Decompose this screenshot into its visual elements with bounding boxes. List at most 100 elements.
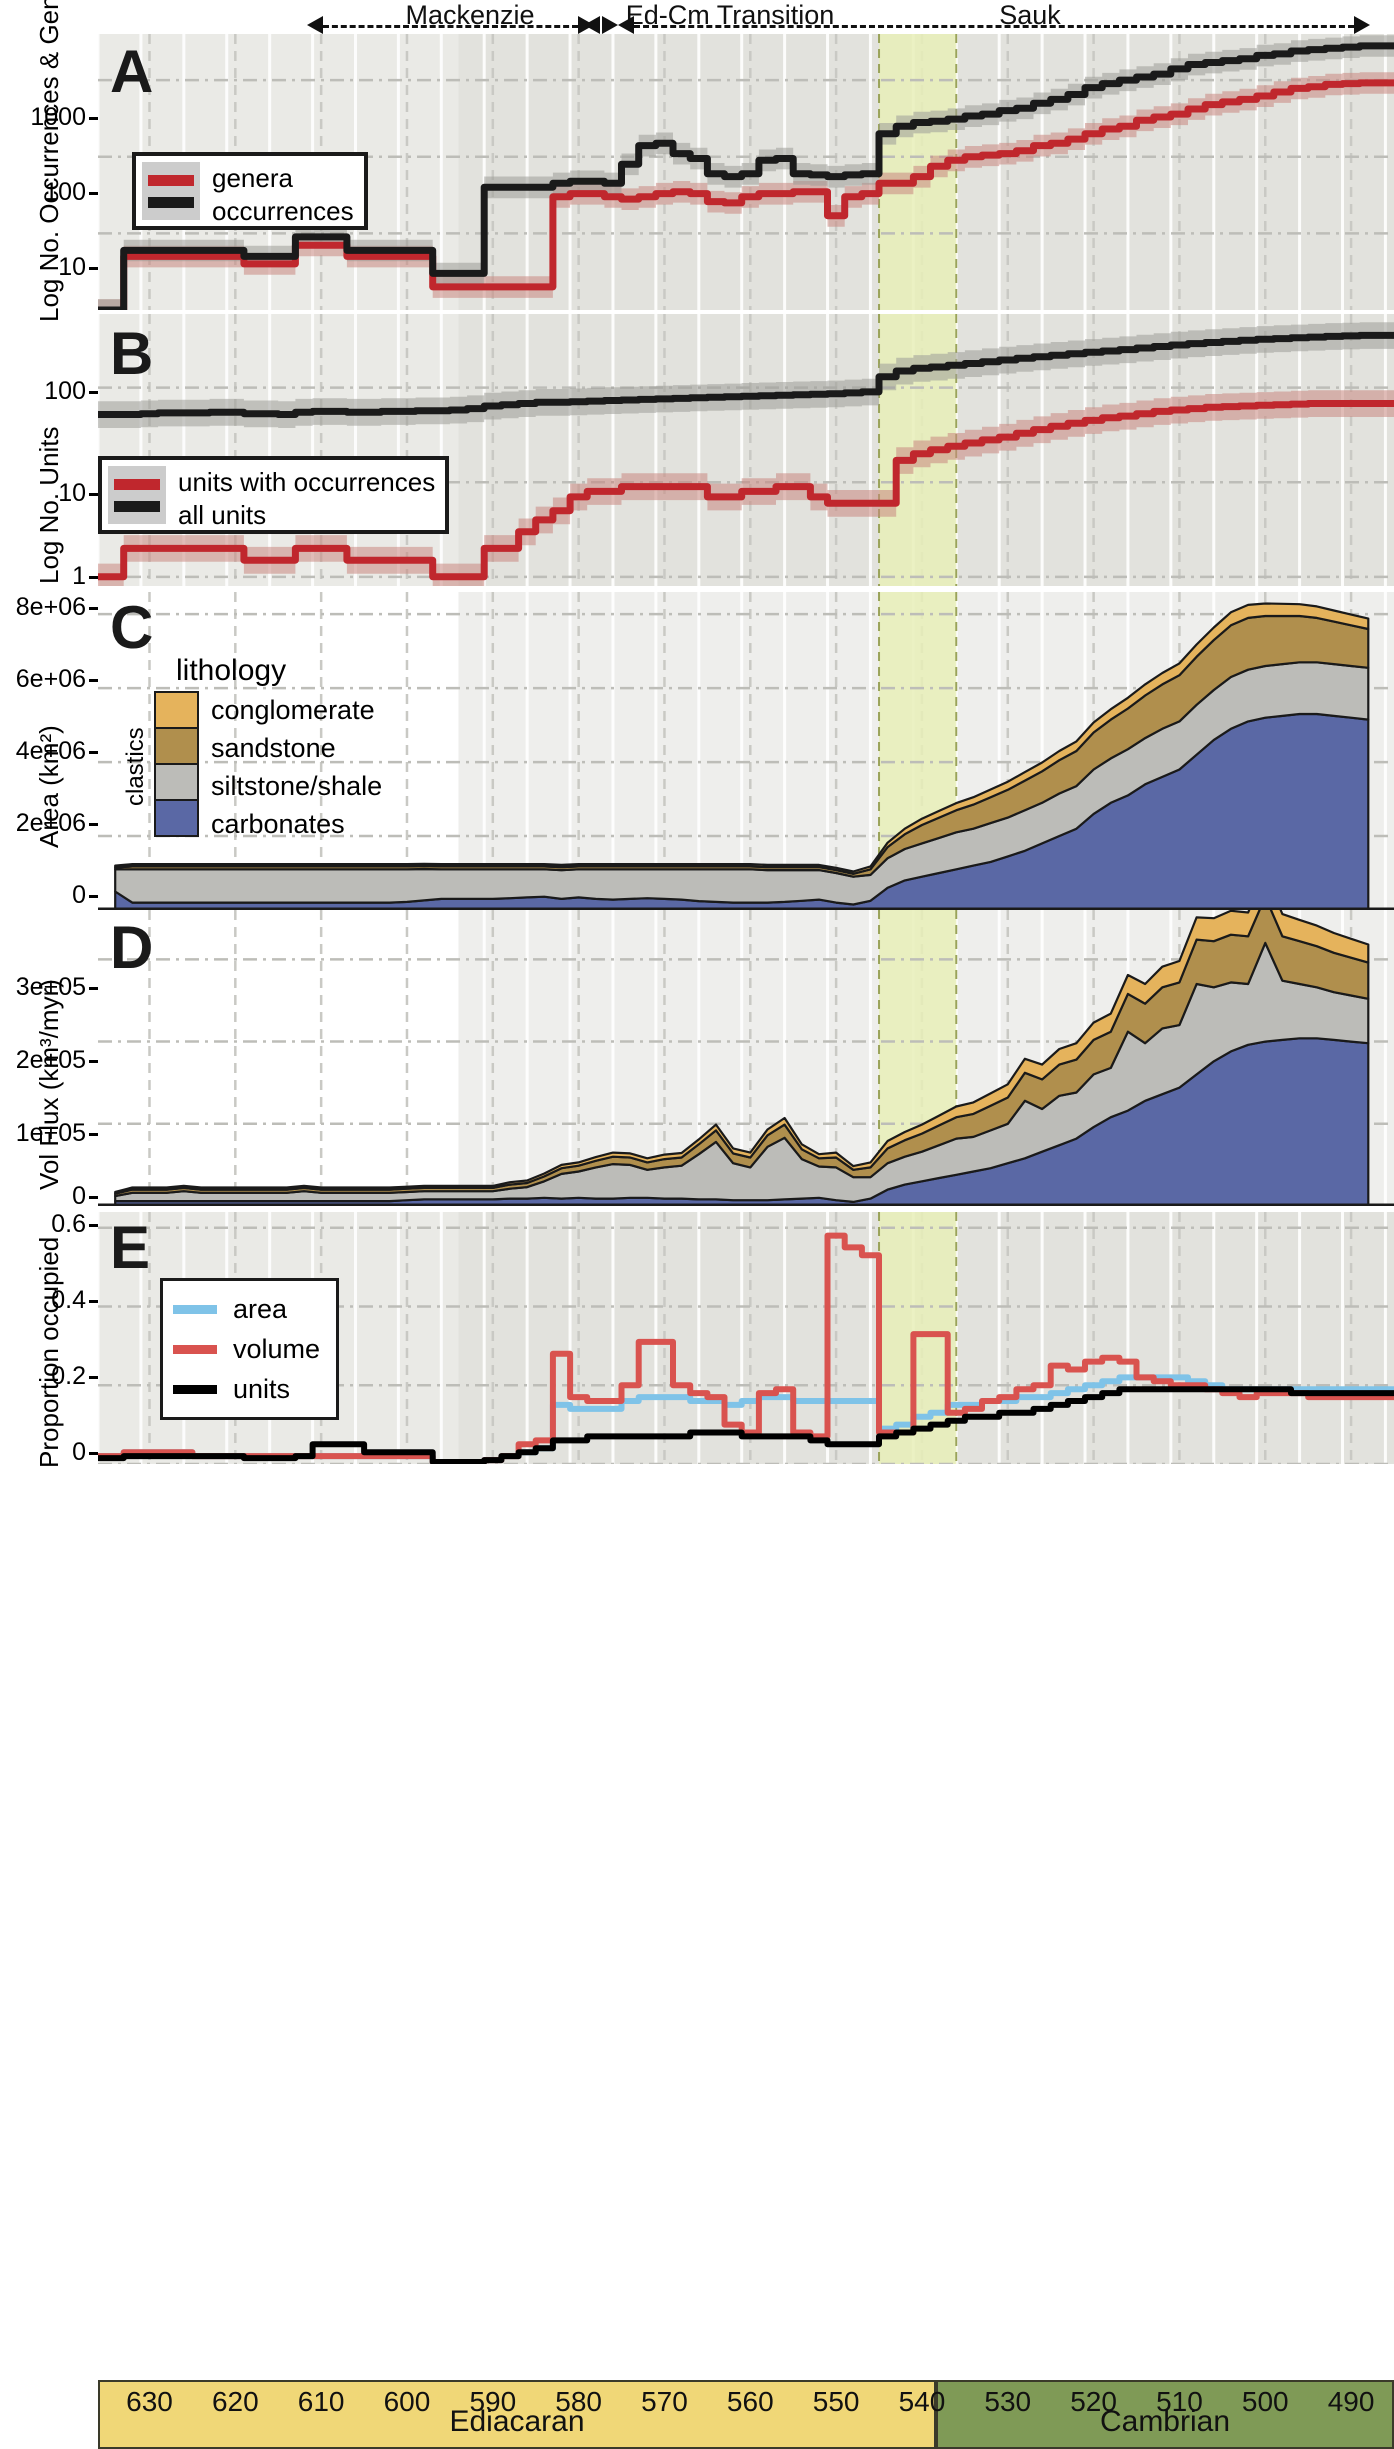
arrowhead-left-edcm (584, 16, 600, 34)
panel-d-ytick-2e05: 2e+05 (15, 1046, 86, 1074)
panel-b-legend-keys (108, 466, 166, 524)
lithology-legend: lithology clastics conglomerate sandston… (122, 654, 382, 843)
panel-e-legend-row-units: units (173, 1369, 320, 1409)
panel-c-ytick-6e06: 6e+06 (15, 665, 86, 693)
legend-label-occurrences: occurrences (212, 195, 354, 226)
panel-d-tick-1e05 (89, 1133, 98, 1136)
lithology-swatch-sandstone (154, 727, 199, 765)
legend-label-units-with-occurrences: units with occurrences (178, 467, 436, 497)
panel-e-letter: E (110, 1214, 151, 1281)
panel-b-ytick-100: 100 (44, 377, 86, 405)
panel-e-legend-row-area: area (173, 1289, 320, 1329)
panel-a-legend-keys (142, 162, 200, 220)
panel-e-ytick-06: 0.6 (51, 1210, 86, 1238)
panel-a-legend-labels: genera occurrences (200, 162, 354, 226)
panel-c-letter: C (110, 594, 154, 661)
timescale-tick-580: 580 (555, 2386, 602, 2417)
panel-b-tick-100 (89, 391, 98, 394)
panel-b-ytick-1: 1 (72, 562, 86, 590)
panel-e-tick-0 (89, 1452, 98, 1455)
timescale-tick-590: 590 (469, 2386, 517, 2417)
panel-d-ytick-1e05: 1e+05 (15, 1119, 86, 1147)
timescale-tick-520: 520 (1070, 2386, 1117, 2417)
panel-b: Log No. Units 100 10 1 B units with occu… (0, 314, 1394, 590)
panel-b-ytick-10: 10 (58, 479, 86, 507)
legend-swatch-volume (173, 1344, 217, 1354)
panel-c-ytick-8e06: 8e+06 (15, 593, 86, 621)
panel-e-tick-02 (89, 1376, 98, 1379)
lithology-swatch-conglomerate (154, 691, 199, 729)
arrowhead-left-sauk (618, 16, 634, 34)
legend-swatch-units-with-occurrences (114, 478, 160, 490)
panel-a-tick-100 (89, 192, 98, 195)
timescale-tick-560: 560 (726, 2386, 774, 2417)
panel-c: Area (km²) 8e+06 6e+06 4e+06 2e+06 0 C l… (0, 588, 1394, 910)
timescale-tick-540: 540 (898, 2386, 946, 2417)
panel-c-tick-0 (89, 895, 98, 898)
lithology-swatch-siltstone-shale (154, 763, 199, 801)
timescale-block-cambrian[interactable]: Cambrian (936, 2380, 1394, 2449)
panel-b-legend: units with occurrences all units (98, 456, 450, 534)
panel-d-tick-3e05 (89, 987, 98, 990)
timescale-tick-530: 530 (984, 2386, 1032, 2417)
timescale-tick-620: 620 (211, 2386, 259, 2417)
legend-swatch-genera (148, 174, 194, 186)
panel-c-tick-6e06 (89, 679, 98, 682)
arrowhead-right-sauk (1354, 16, 1370, 34)
panel-d-plot (98, 910, 1394, 1206)
panel-e-ytick-02: 0.2 (51, 1362, 86, 1390)
lithology-label-siltstone-shale: siltstone/shale (211, 771, 383, 801)
timescale-label-cambrian: Cambrian (1099, 2405, 1231, 2438)
lithology-labels: conglomerate sandstone siltstone/shale c… (199, 691, 382, 843)
panel-b-plot (98, 314, 1394, 586)
arrowhead-right-edcm (602, 16, 618, 34)
timescale-tick-490: 490 (1327, 2386, 1375, 2417)
panel-d: Vol Flux (km³/myr) 3e+05 2e+05 1e+05 0 D (0, 910, 1394, 1210)
panel-e-legend-row-volume: volume (173, 1329, 320, 1369)
panel-d-letter: D (110, 914, 154, 981)
panel-a-tick-10 (89, 267, 98, 270)
legend-label-genera: genera (212, 163, 293, 193)
panel-c-tick-4e06 (89, 751, 98, 754)
legend-label-area: area (233, 1293, 288, 1324)
panel-c-ytick-2e06: 2e+06 (15, 809, 86, 837)
panel-a-letter: A (110, 38, 154, 105)
timescale-label-ediacaran: Ediacaran (449, 2405, 585, 2438)
panel-b-tick-10 (89, 493, 98, 496)
panel-e-ytick-04: 0.4 (51, 1286, 86, 1314)
panel-e-ytick-0: 0 (72, 1438, 86, 1466)
panel-d-tick-2e05 (89, 1060, 98, 1063)
panel-a-ytick-100: 100 (44, 178, 86, 206)
panel-c-tick-2e06 (89, 823, 98, 826)
panel-d-ytick-0: 0 (72, 1182, 86, 1210)
panel-e-tick-06 (89, 1224, 98, 1227)
legend-swatch-area (173, 1304, 217, 1314)
lithology-swatches (154, 691, 199, 843)
era-arrow-sauk (634, 25, 1354, 28)
panel-a-legend: genera occurrences (132, 152, 368, 230)
panel-e: Proportion occupied 0.6 0.4 0.2 0 E area… (0, 1210, 1394, 1480)
timescale-block-ediacaran[interactable]: Ediacaran (98, 2380, 936, 2449)
timescale-tick-500: 500 (1241, 2386, 1289, 2417)
lithology-legend-title: lithology (176, 654, 287, 687)
legend-label-all-units: all units (178, 499, 267, 530)
panel-e-legend: area volume units (160, 1278, 340, 1420)
lithology-group-clastics: clastics (122, 727, 149, 807)
arrowhead-left-mackenzie (307, 16, 323, 34)
lithology-label-carbonates: carbonates (211, 809, 345, 839)
panel-b-legend-labels: units with occurrences all units (166, 466, 436, 530)
legend-swatch-units (173, 1384, 217, 1394)
panel-c-ytick-0: 0 (72, 881, 86, 909)
panel-d-ylabel: Vol Flux (km³/myr) (34, 979, 64, 1190)
timescale-tick-630: 630 (126, 2386, 173, 2417)
timescale-tick-600: 600 (383, 2386, 431, 2417)
panel-a-ytick-10: 10 (58, 253, 86, 281)
panel-b-letter: B (110, 320, 154, 387)
timescale-tick-610: 610 (297, 2386, 345, 2417)
panel-c-tick-8e06 (89, 607, 98, 610)
panel-a-ytick-1000: 1000 (30, 103, 86, 131)
panel-d-ytick-3e05: 3e+05 (15, 973, 86, 1001)
panel-a-tick-1000 (89, 117, 98, 120)
era-arrow-bar: Mackenzie Ed-Cm Transition Sauk (0, 0, 1394, 34)
legend-label-volume: volume (233, 1333, 321, 1364)
